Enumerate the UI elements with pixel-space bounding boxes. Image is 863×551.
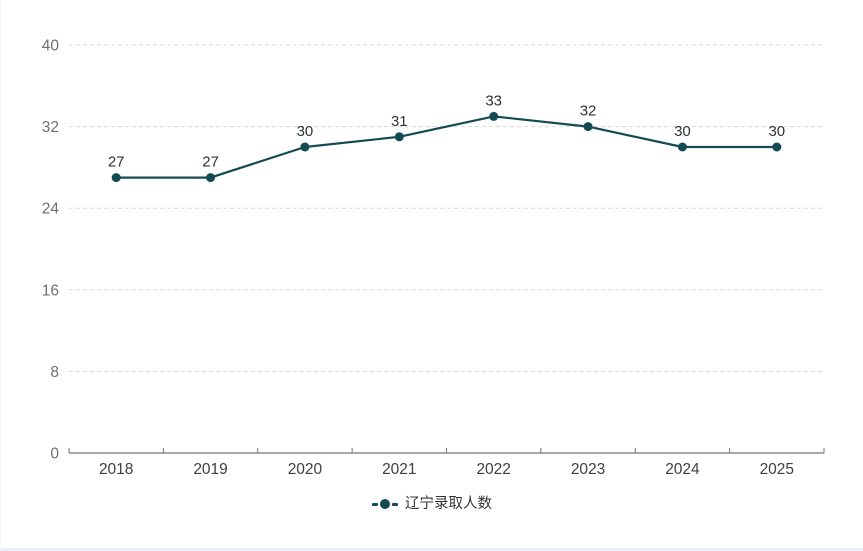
data-point[interactable]	[111, 173, 121, 183]
x-tick-label: 2019	[193, 461, 227, 478]
data-point[interactable]	[489, 111, 499, 121]
legend-item[interactable]: 辽宁录取人数	[1, 497, 863, 512]
data-point[interactable]	[583, 122, 593, 132]
data-point[interactable]	[394, 132, 404, 142]
legend-dot-icon	[380, 499, 390, 510]
x-tick-label: 2022	[476, 461, 510, 478]
y-tick-label: 0	[50, 446, 59, 463]
legend-dash-right	[392, 502, 398, 506]
x-tick-label: 2024	[665, 461, 700, 478]
data-point-label: 27	[202, 154, 219, 171]
data-point-label: 30	[674, 123, 691, 140]
y-tick-label: 32	[42, 119, 59, 136]
legend-line-dot-marker	[372, 499, 398, 510]
x-tick-label: 2021	[382, 461, 416, 478]
y-tick-label: 16	[42, 282, 59, 299]
y-tick-label: 24	[42, 201, 60, 218]
x-tick-label: 2025	[760, 461, 794, 478]
series-line	[115, 115, 778, 179]
data-point[interactable]	[772, 142, 782, 152]
data-point-label: 32	[580, 103, 597, 120]
y-tick-label: 8	[50, 364, 59, 381]
x-tick-label: 2023	[571, 461, 605, 478]
x-tick-label: 2018	[99, 461, 133, 478]
data-point[interactable]	[206, 173, 216, 183]
data-point[interactable]	[677, 142, 687, 152]
data-point-label: 30	[768, 123, 785, 140]
data-point-label: 27	[108, 154, 125, 171]
data-point-label: 30	[297, 123, 314, 140]
data-point[interactable]	[300, 142, 310, 152]
x-tick-label: 2020	[288, 461, 323, 478]
data-point-label: 33	[485, 92, 502, 109]
y-tick-label: 40	[42, 38, 60, 55]
data-point-label: 31	[391, 113, 408, 130]
legend-label: 辽宁录取人数	[405, 496, 492, 512]
legend-dash-left	[372, 502, 378, 506]
